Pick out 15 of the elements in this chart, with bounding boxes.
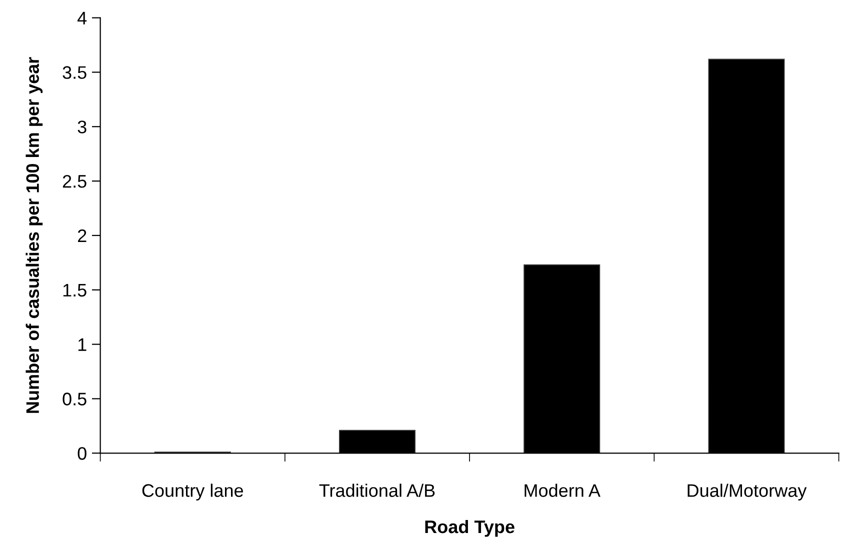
y-tick-label: 2.5 <box>62 174 86 188</box>
y-tick-label: 3.5 <box>62 66 86 79</box>
y-tick-label: 1.5 <box>63 284 86 297</box>
y-tick-label: 2 <box>78 229 86 242</box>
y-tick-label: 3 <box>78 120 86 134</box>
y-tick-label: 1 <box>78 338 86 351</box>
x-tick-label: Dual/Motorway <box>688 484 807 501</box>
x-tick-label: Country lane <box>142 484 244 501</box>
x-tick-label: Modern A <box>524 484 600 497</box>
y-tick-label: 0 <box>78 447 86 460</box>
x-axis-title: Road Type <box>425 520 514 537</box>
y-axis-title: Number of casualties per 100 km per year <box>26 57 43 413</box>
x-tick-label: Traditional A/B <box>319 484 435 497</box>
y-tick-label: 0.5 <box>62 392 86 406</box>
y-tick-label: 4 <box>77 12 87 24</box>
